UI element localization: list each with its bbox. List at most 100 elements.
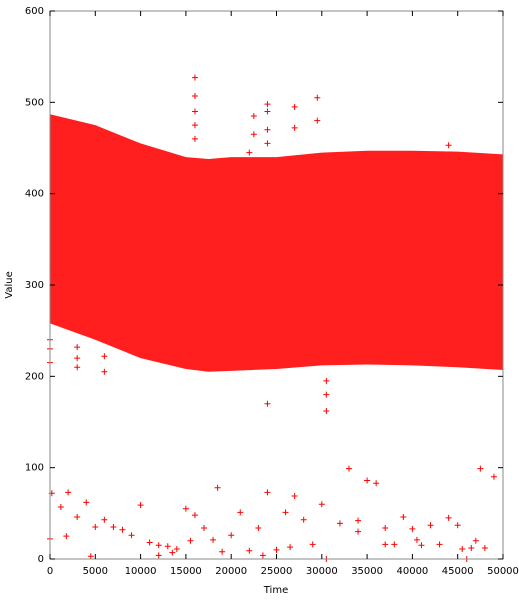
point: [191, 92, 198, 99]
x-tick-label: 25000: [261, 566, 293, 577]
point: [87, 553, 94, 560]
point: [382, 524, 389, 531]
point: [187, 537, 194, 544]
point: [264, 101, 271, 108]
y-axis-label: Value: [4, 271, 15, 298]
point: [472, 537, 479, 544]
point: [255, 524, 262, 531]
point: [264, 489, 271, 496]
point: [137, 502, 144, 509]
point: [191, 135, 198, 142]
point: [164, 543, 171, 550]
point: [264, 400, 271, 407]
point: [287, 544, 294, 551]
point: [323, 377, 330, 384]
x-axis-label: Time: [263, 585, 288, 596]
point: [74, 364, 81, 371]
y-tick-label: 500: [25, 97, 44, 108]
point: [101, 368, 108, 375]
point: [391, 541, 398, 548]
point: [400, 513, 407, 520]
point: [490, 473, 497, 480]
x-tick-label: 35000: [351, 566, 383, 577]
point: [264, 108, 271, 115]
point: [250, 113, 257, 120]
point: [74, 344, 81, 351]
point: [191, 108, 198, 115]
x-tick-label: 45000: [442, 566, 474, 577]
point: [409, 525, 416, 532]
y-tick-label: 400: [25, 189, 44, 200]
point: [101, 353, 108, 360]
point: [345, 465, 352, 472]
point: [92, 524, 99, 531]
point: [237, 509, 244, 516]
point: [436, 541, 443, 548]
point: [273, 546, 280, 553]
point: [264, 126, 271, 133]
point: [264, 140, 271, 147]
y-tick-label: 200: [25, 371, 44, 382]
point: [219, 548, 226, 555]
point: [110, 524, 117, 531]
point: [74, 513, 81, 520]
point: [259, 552, 266, 559]
x-tick-label: 40000: [396, 566, 428, 577]
x-tick-label: 20000: [215, 566, 247, 577]
point: [214, 484, 221, 491]
point: [191, 74, 198, 81]
point: [173, 545, 180, 552]
point: [382, 541, 389, 548]
point: [228, 532, 235, 539]
point: [413, 536, 420, 543]
point: [318, 501, 325, 508]
point: [445, 514, 452, 521]
point: [314, 94, 321, 101]
point: [291, 492, 298, 499]
point: [146, 539, 153, 546]
point: [57, 503, 64, 510]
point: [373, 480, 380, 487]
x-tick-label: 10000: [125, 566, 157, 577]
point: [323, 391, 330, 398]
point: [74, 355, 81, 362]
point: [427, 522, 434, 529]
point: [155, 552, 162, 559]
x-tick-label: 15000: [170, 566, 202, 577]
point-band: [50, 114, 503, 372]
point: [250, 131, 257, 138]
point: [364, 477, 371, 484]
point: [282, 509, 289, 516]
point: [182, 505, 189, 512]
point: [477, 465, 484, 472]
point: [63, 533, 70, 540]
point: [65, 489, 72, 496]
point: [314, 117, 321, 124]
point: [291, 124, 298, 131]
point: [336, 520, 343, 527]
x-tick-label: 5000: [83, 566, 108, 577]
point: [101, 516, 108, 523]
x-tick-label: 30000: [306, 566, 338, 577]
point: [246, 547, 253, 554]
point: [155, 542, 162, 549]
point: [355, 517, 362, 524]
y-tick-label: 300: [25, 280, 44, 291]
point: [169, 549, 176, 556]
point: [468, 545, 475, 552]
point: [300, 516, 307, 523]
point: [454, 522, 461, 529]
x-tick-label: 50000: [487, 566, 519, 577]
point: [418, 542, 425, 549]
y-tick-label: 0: [38, 554, 44, 565]
point: [191, 512, 198, 519]
point: [128, 532, 135, 539]
point: [323, 408, 330, 415]
point: [355, 528, 362, 535]
point: [291, 103, 298, 110]
point: [119, 526, 126, 533]
point: [191, 122, 198, 129]
point: [201, 524, 208, 531]
point: [459, 545, 466, 552]
point: [309, 541, 316, 548]
